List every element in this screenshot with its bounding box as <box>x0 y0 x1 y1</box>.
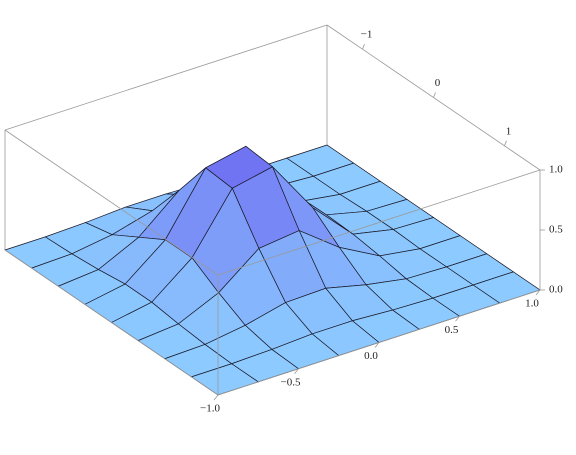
x-tick <box>374 342 380 348</box>
y-tick <box>362 44 365 50</box>
y-tick <box>433 92 436 98</box>
z-tick-label: 1.0 <box>549 164 563 176</box>
x-tick <box>213 394 219 401</box>
x-tick-label: −0.5 <box>281 376 301 388</box>
x-tick <box>455 316 460 322</box>
box-edge <box>4 24 328 131</box>
y-tick-label: −1 <box>361 29 373 41</box>
y-tick-label: 0 <box>435 77 441 89</box>
x-tick-label: 1.0 <box>525 298 539 310</box>
x-tick-label: 0.5 <box>445 324 459 336</box>
y-tick-label: 1 <box>506 125 512 137</box>
y-tick <box>504 140 507 146</box>
box-edge <box>4 129 219 276</box>
z-tick-label: 0.0 <box>549 284 563 296</box>
x-tick <box>535 289 541 296</box>
x-tick-label: 0.0 <box>364 350 378 362</box>
x-tick <box>294 368 299 374</box>
box-edge <box>217 169 541 276</box>
z-tick-label: 0.5 <box>549 224 563 236</box>
x-tick-label: −1.0 <box>200 403 220 415</box>
box-edge <box>4 249 219 396</box>
